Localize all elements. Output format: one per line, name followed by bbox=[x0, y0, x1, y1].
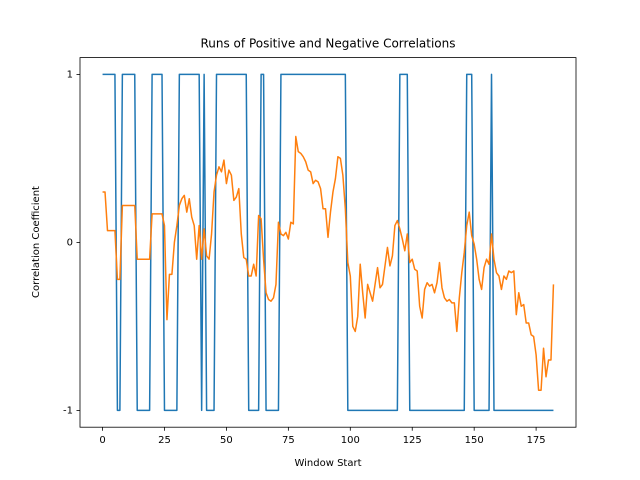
chart-title: Runs of Positive and Negative Correlatio… bbox=[200, 37, 455, 51]
y-axis-label: Correlation Coefficient bbox=[31, 186, 42, 298]
x-tick-label: 0 bbox=[99, 435, 105, 446]
series-line bbox=[102, 73, 554, 412]
x-axis-label: Window Start bbox=[294, 458, 361, 469]
x-tick-label: 150 bbox=[465, 435, 484, 446]
x-tick-label: 175 bbox=[527, 435, 546, 446]
x-tick-label: 50 bbox=[220, 435, 233, 446]
plot-frame bbox=[79, 57, 577, 428]
x-tick-label: 100 bbox=[341, 435, 360, 446]
y-tick-label: 1 bbox=[67, 69, 73, 80]
x-tick-label: 25 bbox=[158, 435, 171, 446]
x-tick-label: 125 bbox=[403, 435, 422, 446]
y-tick-label: 0 bbox=[67, 237, 73, 248]
y-tick-label: -1 bbox=[63, 405, 73, 416]
series-line bbox=[102, 135, 555, 391]
x-tick-label: 75 bbox=[282, 435, 295, 446]
